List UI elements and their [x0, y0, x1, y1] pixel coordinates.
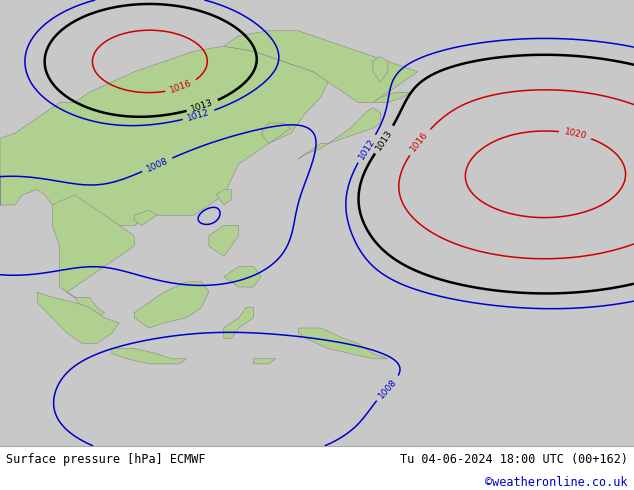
Text: 1013: 1013 [190, 98, 215, 114]
Polygon shape [254, 359, 276, 364]
Text: 1008: 1008 [377, 377, 399, 400]
Text: 1016: 1016 [409, 130, 430, 154]
Text: ©weatheronline.co.uk: ©weatheronline.co.uk [485, 476, 628, 489]
Polygon shape [209, 225, 238, 256]
Polygon shape [37, 292, 119, 343]
Polygon shape [261, 123, 291, 144]
Polygon shape [224, 267, 261, 287]
Polygon shape [112, 348, 186, 364]
Polygon shape [0, 46, 328, 225]
Polygon shape [299, 108, 380, 159]
Polygon shape [299, 328, 388, 359]
Polygon shape [373, 56, 388, 82]
Polygon shape [216, 190, 231, 205]
Polygon shape [224, 31, 418, 102]
Polygon shape [52, 195, 134, 292]
Text: 1020: 1020 [563, 127, 587, 141]
Text: 1012: 1012 [357, 137, 377, 161]
Text: 1016: 1016 [169, 79, 193, 96]
Text: 1008: 1008 [145, 156, 170, 173]
Text: 1013: 1013 [374, 127, 394, 152]
Text: 1012: 1012 [186, 108, 211, 123]
Polygon shape [67, 292, 105, 318]
Text: Surface pressure [hPa] ECMWF: Surface pressure [hPa] ECMWF [6, 453, 206, 466]
Text: Tu 04-06-2024 18:00 UTC (00+162): Tu 04-06-2024 18:00 UTC (00+162) [399, 453, 628, 466]
Polygon shape [134, 210, 157, 225]
Polygon shape [224, 308, 254, 338]
Polygon shape [373, 92, 410, 102]
Polygon shape [134, 282, 209, 328]
